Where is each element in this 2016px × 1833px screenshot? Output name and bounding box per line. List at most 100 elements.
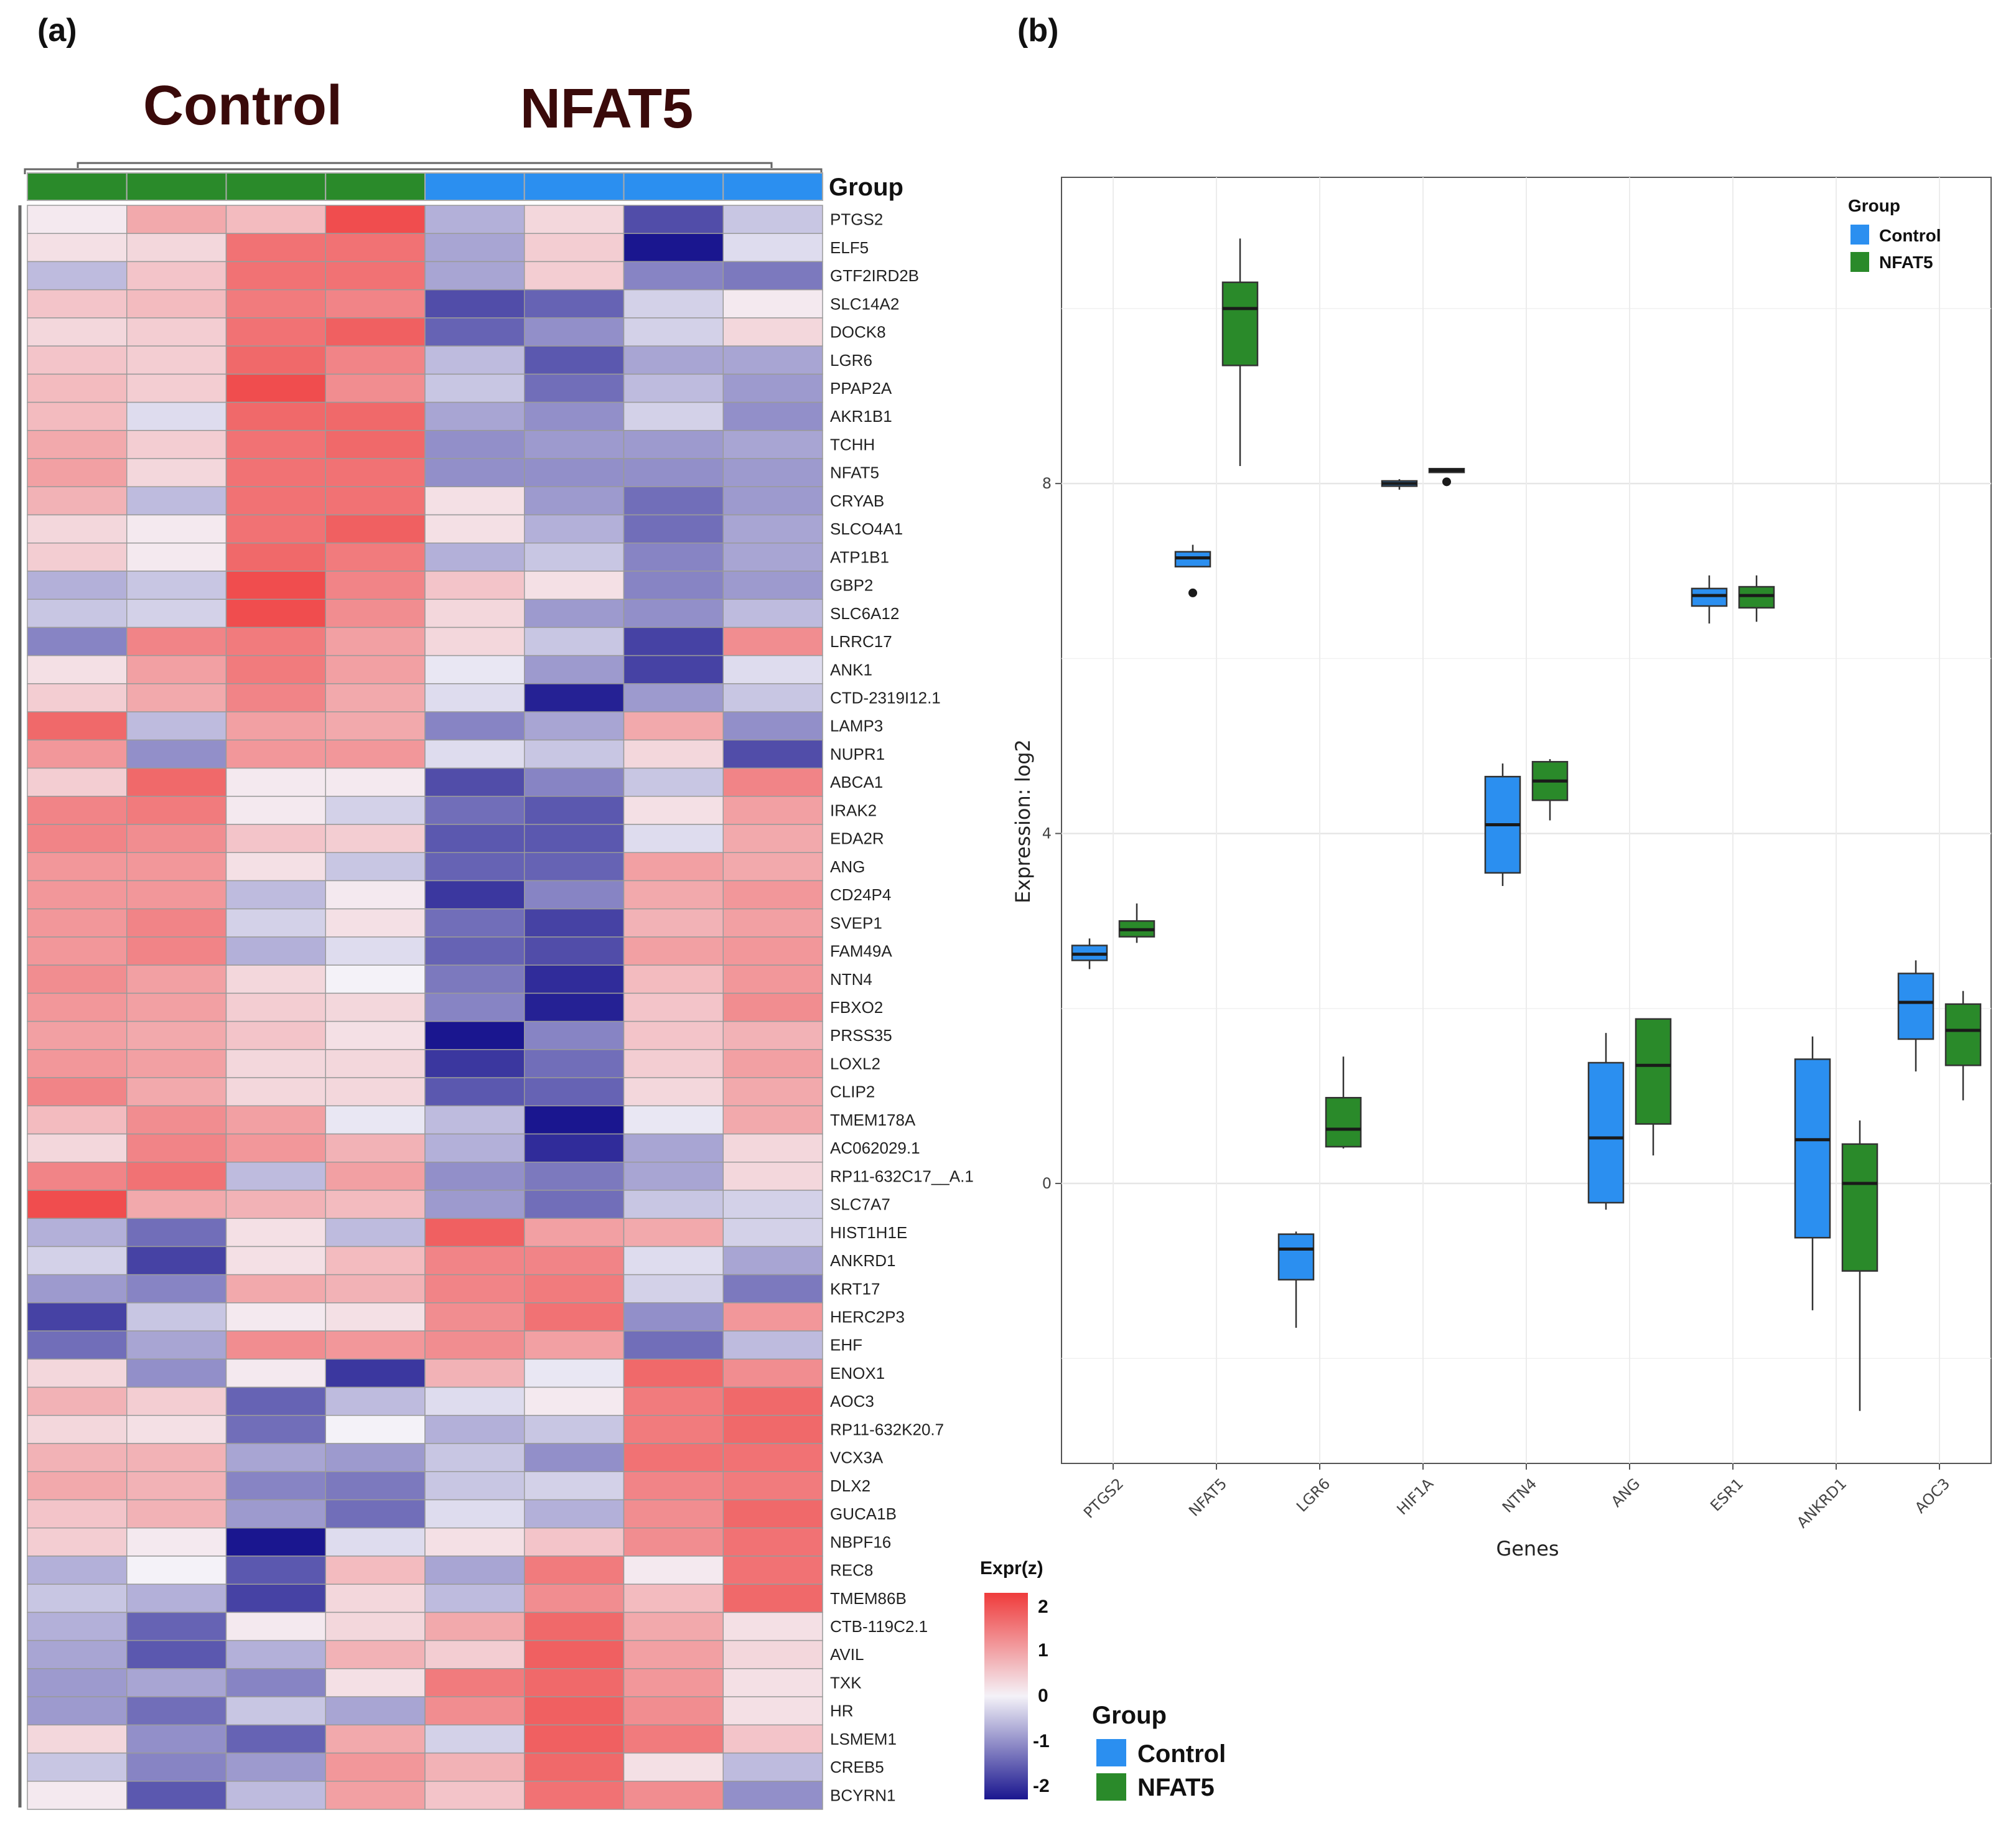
heatmap-cell	[623, 1246, 724, 1276]
heatmap-cell	[722, 233, 823, 263]
heatmap-row-label: SLC14A2	[830, 294, 899, 313]
heatmap-cell	[325, 880, 426, 910]
group-strip-cell	[722, 172, 823, 201]
heatmap-cell	[225, 1162, 326, 1191]
heatmap-cell	[325, 1246, 426, 1276]
heatmap-cell	[325, 1781, 426, 1810]
heatmap-cell	[424, 880, 525, 910]
heatmap-cell	[126, 627, 227, 656]
heatmap-cell	[424, 289, 525, 319]
box-iqr	[1325, 1096, 1362, 1148]
heatmap-cell	[126, 824, 227, 853]
heatmap-cell	[225, 1105, 326, 1135]
heatmap-row-label: GTF2IRD2B	[830, 266, 919, 285]
heatmap-cell	[126, 373, 227, 403]
heatmap-cell	[722, 1302, 823, 1332]
heatmap-cell	[424, 373, 525, 403]
heatmap-cell	[524, 1246, 625, 1276]
plot-legend-title: Group	[1848, 196, 1900, 215]
heatmap-cell	[325, 1077, 426, 1107]
heatmap-cell	[623, 1133, 724, 1163]
heatmap-cell	[424, 1781, 525, 1810]
heatmap-cell	[325, 936, 426, 966]
heatmap-cell	[225, 1020, 326, 1050]
heatmap-cell	[325, 1049, 426, 1078]
y-axis-title: Expression: log2	[1011, 739, 1035, 903]
heatmap-row-label: ANG	[830, 857, 865, 876]
heatmap-cell	[722, 289, 823, 319]
heatmap-cell	[524, 1358, 625, 1388]
heatmap-cell	[225, 1190, 326, 1219]
box-control-ntn4	[1484, 763, 1521, 886]
heatmap-cell	[424, 1020, 525, 1050]
box-outlier	[1442, 477, 1451, 487]
heatmap-cell	[424, 1358, 525, 1388]
heatmap-cell	[623, 1302, 724, 1332]
heatmap-cell	[27, 373, 128, 403]
heatmap-cell	[623, 1696, 724, 1726]
heatmap-cell	[325, 711, 426, 741]
box-control-esr1	[1691, 575, 1728, 624]
heatmap-cell	[325, 1162, 426, 1191]
heatmap-cell	[524, 1555, 625, 1585]
heatmap-cell	[325, 1302, 426, 1332]
heatmap-cell	[27, 1499, 128, 1529]
heatmap-cell	[27, 655, 128, 684]
group-annotation-label: Group	[829, 174, 903, 201]
group-strip-cell	[523, 172, 625, 201]
heatmap-cell	[623, 205, 724, 234]
heatmap-cell	[225, 711, 326, 741]
heatmap-cell	[126, 233, 227, 263]
heatmap-cell	[126, 1724, 227, 1754]
heatmap-row-label: ANK1	[830, 660, 872, 679]
heatmap-cell	[524, 1302, 625, 1332]
plot-legend-nfat5-swatch	[1850, 252, 1869, 272]
heatmap-cell	[27, 205, 128, 234]
box-iqr	[1897, 972, 1934, 1040]
heatmap-cell	[524, 1752, 625, 1782]
heatmap-cell	[325, 1020, 426, 1050]
box-iqr	[1944, 1003, 1982, 1066]
heatmap-cell	[325, 458, 426, 488]
heatmap-cell	[424, 514, 525, 544]
heatmap-cell	[225, 908, 326, 938]
heatmap-cell	[424, 205, 525, 234]
heatmap-cell	[225, 1527, 326, 1557]
heatmap-cell	[126, 261, 227, 291]
heatmap-cell	[623, 1162, 724, 1191]
heatmap-cell	[27, 542, 128, 572]
heatmap-cell	[325, 1499, 426, 1529]
heatmap-cell	[722, 401, 823, 431]
heatmap-cell	[126, 1611, 227, 1641]
heatmap-cell	[524, 289, 625, 319]
heatmap-cell	[225, 852, 326, 882]
box-iqr	[1221, 281, 1259, 366]
heatmap-cell	[225, 880, 326, 910]
heatmap-row-label: SLC6A12	[830, 604, 899, 623]
heatmap-cell	[623, 655, 724, 684]
heatmap-cell	[225, 739, 326, 769]
heatmap-cell	[225, 542, 326, 572]
heatmap-cell	[126, 1274, 227, 1304]
dendrogram-root-branch	[77, 162, 773, 168]
heatmap-cell	[27, 1639, 128, 1669]
heatmap-cell	[126, 401, 227, 431]
heatmap-cell	[722, 824, 823, 853]
heatmap-cell	[325, 655, 426, 684]
heatmap-cell	[424, 852, 525, 882]
heatmap-cell	[27, 1471, 128, 1501]
heatmap-cell	[27, 233, 128, 263]
heatmap-row-label: RP11-632K20.7	[830, 1420, 944, 1439]
heatmap-cell	[325, 1190, 426, 1219]
heatmap-row-label: FBXO2	[830, 998, 883, 1017]
panel-b-boxplot: (b) 048 PTGS2 NFAT5 LGR6 HIF1A NTN4 ANG ESR1 AN…	[1011, 12, 1992, 1560]
heatmap-cell	[27, 908, 128, 938]
heatmap-row-label: ABCA1	[830, 773, 883, 791]
box-control-lgr6	[1277, 1231, 1315, 1328]
heatmap-cell	[524, 401, 625, 431]
heatmap-cell	[722, 205, 823, 234]
heatmap-cell	[27, 345, 128, 375]
box-control-ang	[1587, 1033, 1625, 1210]
heatmap-cell	[722, 1499, 823, 1529]
